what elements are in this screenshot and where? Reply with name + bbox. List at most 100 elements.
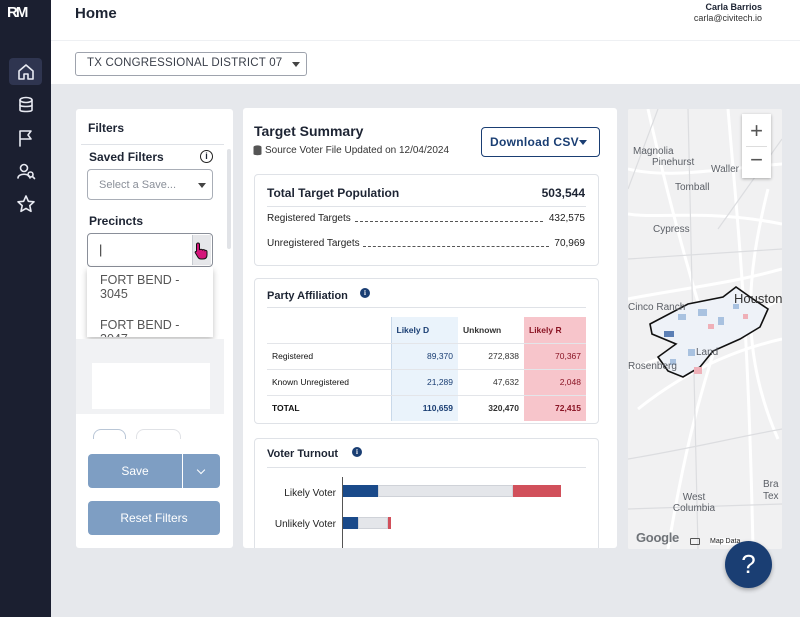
district-bar: TX CONGRESSIONAL DISTRICT 07 (51, 41, 800, 84)
table-cell (267, 317, 391, 344)
cell-likely-r: 70,367 (524, 343, 586, 370)
divider (81, 144, 224, 145)
save-options-button[interactable] (182, 454, 220, 488)
keyboard-icon[interactable] (690, 538, 700, 545)
district-select[interactable]: TX CONGRESSIONAL DISTRICT 07 (75, 52, 307, 76)
user-search-icon[interactable] (9, 157, 42, 184)
bar-segment (358, 517, 388, 529)
map-label: Cypress (653, 224, 690, 235)
info-icon[interactable]: i (352, 447, 362, 457)
registered-targets-label: Registered Targets (267, 213, 351, 224)
table-row: Known Unregistered 21,289 47,632 2,048 (267, 369, 586, 396)
bar-segment (343, 517, 358, 529)
chart-axis (342, 477, 343, 548)
divider (746, 146, 767, 147)
cell-likely-d: 21,289 (390, 369, 458, 396)
party-affiliation-title: Party Affiliation (267, 290, 348, 302)
reset-filters-button[interactable]: Reset Filters (88, 501, 220, 535)
caret-down-icon (292, 62, 300, 67)
category-label: Likely Voter (284, 488, 336, 499)
bar-segment (378, 485, 513, 497)
cell-likely-d: 89,370 (390, 343, 458, 370)
home-icon[interactable] (9, 58, 42, 85)
side-nav: RM (0, 0, 51, 617)
zoom-out-button[interactable]: − (750, 147, 763, 172)
district-map[interactable]: Magnolia Pinehurst Waller Tomball Cypres… (628, 109, 782, 549)
database-icon (253, 145, 262, 156)
user-name[interactable]: Carla Barrios (705, 2, 762, 12)
category-label: Unlikely Voter (274, 519, 336, 530)
zoom-control: + − (742, 114, 771, 178)
star-icon[interactable] (9, 190, 42, 217)
database-icon[interactable] (9, 91, 42, 118)
leader-dots (363, 246, 549, 247)
voter-turnout-card: Voter Turnout i Likely Voter Unlikely Vo… (254, 438, 599, 548)
cell-likely-r: 72,415 (524, 395, 586, 421)
download-csv-label: Download CSV (490, 135, 579, 149)
divider (267, 467, 586, 468)
cell-unknown: 272,838 (458, 343, 524, 370)
saved-filters-placeholder: Select a Save... (99, 179, 177, 191)
map-label: Houston (734, 291, 782, 306)
unregistered-targets-value: 70,969 (554, 238, 585, 249)
help-button[interactable]: ? (725, 541, 772, 588)
unregistered-targets-label: Unregistered Targets (267, 238, 360, 249)
cell-likely-r: 2,048 (524, 369, 586, 396)
row-label: Registered (267, 343, 391, 370)
total-target-label: Total Target Population (267, 186, 400, 200)
cell-likely-d: 110,659 (390, 395, 458, 421)
district-value: TX CONGRESSIONAL DISTRICT 07 (87, 57, 283, 69)
download-csv-button[interactable]: Download CSV (481, 127, 600, 157)
precinct-option[interactable]: FORT BEND - 3045 (100, 273, 180, 301)
table-header-row: Likely D Unknown Likely R (267, 317, 586, 344)
source-update-text: Source Voter File Updated on 12/04/2024 (265, 145, 450, 156)
map-label: Magnolia (633, 146, 674, 157)
map-label: West Columbia (672, 492, 716, 514)
leader-dots (355, 221, 543, 222)
saved-filters-select[interactable]: Select a Save... (87, 169, 213, 200)
info-icon[interactable]: i (360, 288, 370, 298)
divider (267, 307, 586, 308)
user-email: carla@civitech.io (693, 13, 762, 23)
precincts-label: Precincts (89, 214, 144, 228)
caret-down-icon (579, 140, 587, 145)
google-logo: Google (636, 530, 679, 545)
target-summary-panel: Target Summary Source Voter File Updated… (243, 108, 617, 548)
map-label: Pinehurst (652, 157, 695, 168)
row-label: Known Unregistered (267, 369, 391, 396)
saved-filters-label: Saved Filters (89, 150, 164, 164)
toggle-pill[interactable] (136, 429, 181, 439)
filters-title: Filters (88, 121, 125, 135)
map-label: Cinco Ranch (628, 302, 686, 313)
column-header-likely-d: Likely D (390, 317, 458, 344)
party-affiliation-card: Party Affiliation i Likely D Unknown Lik… (254, 278, 599, 424)
party-affiliation-table: Likely D Unknown Likely R Registered 89,… (267, 317, 586, 421)
precincts-input-value: | (99, 242, 103, 257)
bar-segment (343, 485, 378, 497)
precinct-option[interactable]: FORT BEND - 3047 (100, 318, 180, 337)
precincts-options: FORT BEND - 3045 FORT BEND - 3047 (87, 267, 213, 337)
map-label: Bra Tex (763, 479, 779, 502)
flag-icon[interactable] (9, 124, 42, 151)
map-data-link[interactable]: Map Data (710, 538, 741, 545)
caret-down-icon (198, 183, 206, 188)
toggle-pill[interactable] (93, 429, 126, 439)
summary-title: Target Summary (254, 123, 364, 139)
zoom-in-button[interactable]: + (750, 118, 763, 143)
map-label: Land (696, 347, 719, 358)
divider (267, 206, 586, 207)
hand-pointer-icon (194, 242, 208, 260)
registered-targets-value: 432,575 (548, 213, 585, 224)
map-label: Rosenberg (628, 361, 677, 372)
top-bar: Home Carla Barrios carla@civitech.io (51, 0, 800, 41)
filter-section-body (92, 363, 210, 409)
row-label: TOTAL (272, 403, 300, 414)
info-icon[interactable]: i (200, 150, 213, 163)
filters-panel: Filters Saved Filters i Select a Save...… (76, 109, 233, 548)
cell-unknown: 47,632 (458, 369, 524, 396)
scrollbar[interactable] (227, 149, 231, 249)
bar-segment (513, 485, 561, 497)
map-label: Tomball (675, 182, 710, 193)
cell-unknown: 320,470 (488, 403, 519, 414)
save-button[interactable]: Save (88, 454, 182, 488)
